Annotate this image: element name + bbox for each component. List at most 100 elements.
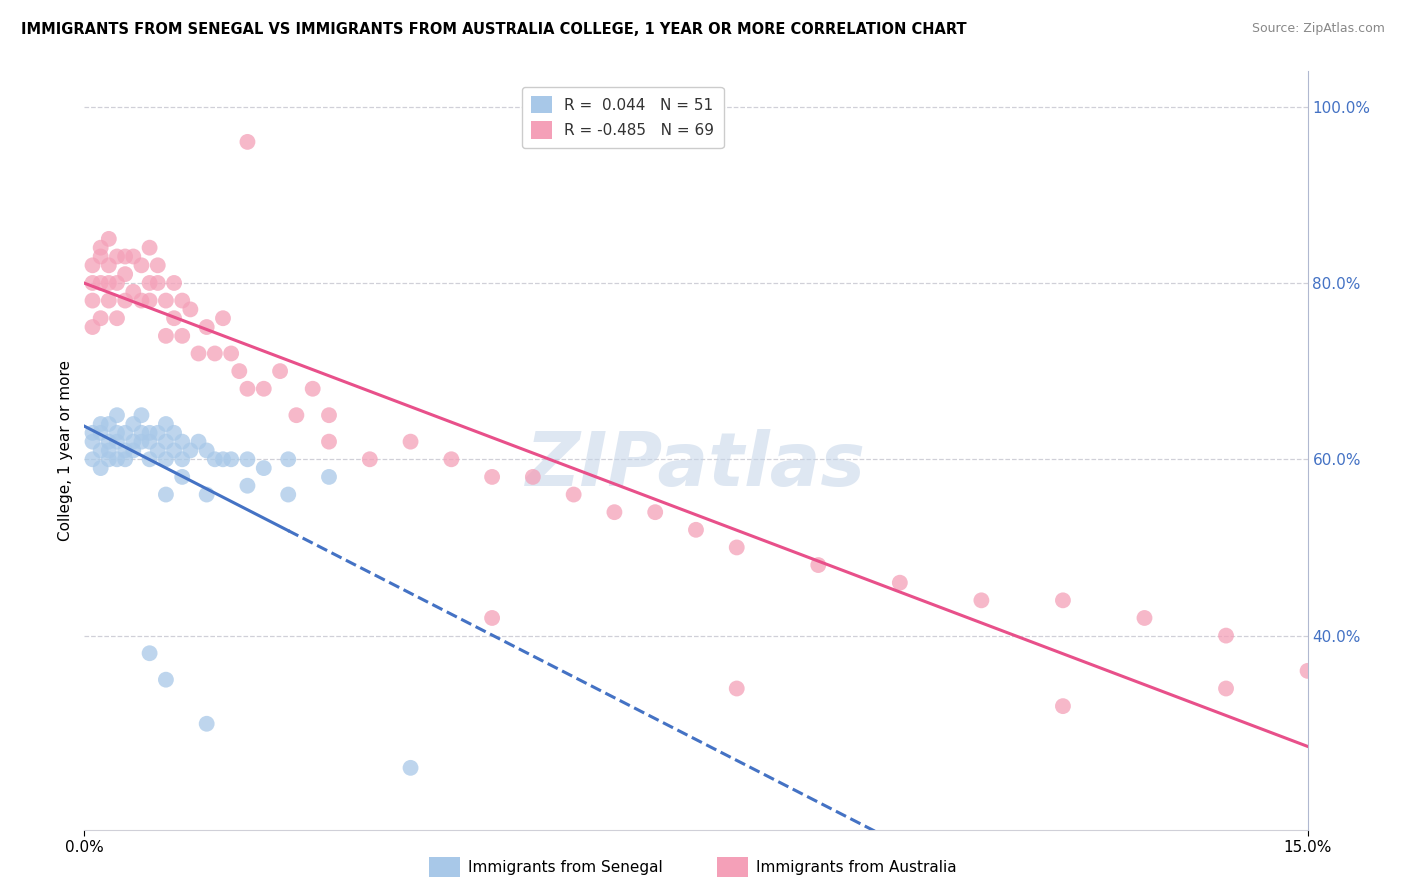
Point <box>219 452 242 467</box>
Point <box>114 443 136 458</box>
Point <box>105 434 128 449</box>
Point <box>204 346 226 360</box>
Point <box>807 558 830 572</box>
Point <box>163 443 186 458</box>
Point <box>269 364 291 378</box>
Point <box>187 346 209 360</box>
Point <box>90 417 112 431</box>
Point <box>318 470 340 484</box>
Point <box>163 425 186 440</box>
Point <box>195 487 218 501</box>
Point <box>277 452 299 467</box>
Point <box>399 434 422 449</box>
Point <box>131 258 153 272</box>
Point <box>155 487 177 501</box>
Point <box>114 452 136 467</box>
Point <box>253 461 276 475</box>
Point <box>187 434 209 449</box>
Point <box>138 452 160 467</box>
Point <box>204 452 226 467</box>
Point <box>82 320 104 334</box>
Point <box>970 593 993 607</box>
Point <box>105 250 128 264</box>
Y-axis label: College, 1 year or more: College, 1 year or more <box>58 360 73 541</box>
Point <box>97 417 120 431</box>
Point <box>97 232 120 246</box>
Point <box>359 452 381 467</box>
Text: IMMIGRANTS FROM SENEGAL VS IMMIGRANTS FROM AUSTRALIA COLLEGE, 1 YEAR OR MORE COR: IMMIGRANTS FROM SENEGAL VS IMMIGRANTS FR… <box>21 22 967 37</box>
Point <box>138 276 160 290</box>
Point <box>155 434 177 449</box>
Point <box>138 425 160 440</box>
Point <box>90 276 112 290</box>
Point <box>82 434 104 449</box>
Point <box>212 311 235 326</box>
Point <box>1052 593 1074 607</box>
Point <box>301 382 323 396</box>
Point <box>97 276 120 290</box>
Point <box>236 382 259 396</box>
Point <box>122 417 145 431</box>
Point <box>90 425 112 440</box>
Point <box>122 443 145 458</box>
Point <box>236 452 259 467</box>
Point <box>90 250 112 264</box>
Point <box>1296 664 1319 678</box>
Point <box>138 434 160 449</box>
Point <box>82 425 104 440</box>
Point <box>82 293 104 308</box>
Point <box>122 285 145 299</box>
Point <box>138 293 160 308</box>
Point <box>318 408 340 422</box>
Text: Immigrants from Senegal: Immigrants from Senegal <box>468 860 664 874</box>
Point <box>1052 699 1074 714</box>
Point <box>522 470 544 484</box>
Point <box>105 452 128 467</box>
Point <box>131 425 153 440</box>
Point <box>97 434 120 449</box>
Point <box>131 434 153 449</box>
Point <box>219 346 242 360</box>
Point <box>90 241 112 255</box>
Point <box>122 434 145 449</box>
Point <box>131 408 153 422</box>
Point <box>889 575 911 590</box>
Point <box>195 320 218 334</box>
Point <box>685 523 707 537</box>
Point <box>97 293 120 308</box>
Point <box>105 311 128 326</box>
Text: Source: ZipAtlas.com: Source: ZipAtlas.com <box>1251 22 1385 36</box>
Point <box>172 434 194 449</box>
Point <box>562 487 585 501</box>
Point <box>97 258 120 272</box>
Point <box>179 443 201 458</box>
Point <box>82 258 104 272</box>
Text: Immigrants from Australia: Immigrants from Australia <box>756 860 957 874</box>
Point <box>114 425 136 440</box>
Legend: R =  0.044   N = 51, R = -0.485   N = 69: R = 0.044 N = 51, R = -0.485 N = 69 <box>522 87 724 148</box>
Point <box>179 302 201 317</box>
Point <box>318 434 340 449</box>
Point <box>114 293 136 308</box>
Point <box>146 258 169 272</box>
Point <box>277 487 299 501</box>
Point <box>285 408 308 422</box>
Point <box>228 364 250 378</box>
Point <box>131 293 153 308</box>
Point <box>105 276 128 290</box>
Point <box>105 425 128 440</box>
Point <box>253 382 276 396</box>
Text: ZIPatlas: ZIPatlas <box>526 429 866 502</box>
Point <box>1133 611 1156 625</box>
Point <box>146 443 169 458</box>
Point <box>212 452 235 467</box>
Point <box>440 452 463 467</box>
Point <box>90 443 112 458</box>
Point <box>155 673 177 687</box>
Point <box>172 452 194 467</box>
Point <box>603 505 626 519</box>
Point <box>399 761 422 775</box>
Point <box>481 470 503 484</box>
Point <box>122 250 145 264</box>
Point <box>155 329 177 343</box>
